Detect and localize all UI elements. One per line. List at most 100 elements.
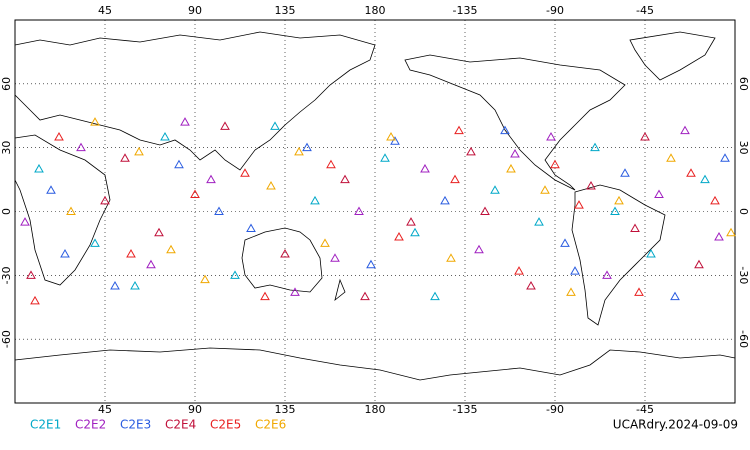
point [126, 249, 136, 258]
point [134, 146, 144, 156]
point [310, 195, 320, 205]
point [390, 136, 400, 145]
point [180, 117, 190, 126]
point [340, 174, 350, 184]
point [602, 270, 612, 279]
point [294, 146, 304, 156]
point [654, 189, 664, 198]
point [574, 200, 584, 209]
point [290, 287, 300, 296]
point [240, 168, 250, 177]
point [66, 206, 76, 215]
point [506, 163, 516, 173]
y-tick-label-left: -30 [0, 266, 13, 284]
point [466, 146, 476, 156]
x-tick-label-bottom: 135 [275, 403, 296, 416]
point [454, 125, 464, 135]
legend-entry: C2E5 [210, 418, 241, 432]
point [366, 259, 376, 269]
point [154, 227, 164, 237]
x-tick-label-top: 180 [365, 4, 386, 17]
point [330, 253, 340, 262]
x-tick-label-bottom: 90 [188, 403, 202, 416]
y-tick-label-left: 60 [0, 77, 13, 91]
point [450, 174, 460, 184]
point [480, 206, 490, 215]
point [550, 159, 560, 169]
point [266, 180, 276, 190]
point [54, 132, 64, 141]
point [380, 153, 390, 162]
point [570, 266, 580, 275]
x-tick-label-bottom: -45 [636, 403, 654, 416]
point [166, 244, 176, 254]
point [566, 287, 576, 296]
legend-entry: C2E6 [255, 418, 286, 432]
point [246, 223, 256, 233]
x-tick-label-top: -45 [636, 4, 654, 17]
x-tick-label-bottom: -90 [546, 403, 564, 416]
point [280, 249, 290, 258]
point [666, 153, 676, 162]
x-tick-label-top: -135 [453, 4, 478, 17]
point [174, 159, 184, 169]
x-tick-label-bottom: 180 [365, 403, 386, 416]
legend-entry: C2E2 [75, 418, 106, 432]
point [270, 121, 280, 130]
point [526, 280, 536, 290]
point [200, 274, 210, 284]
y-tick-label-right: 30 [737, 141, 750, 155]
point [440, 195, 450, 205]
point [586, 180, 596, 190]
y-tick-label-left: -60 [0, 330, 13, 348]
y-tick-label-right: 0 [737, 208, 750, 215]
point [490, 185, 500, 194]
point [710, 195, 720, 205]
point [220, 121, 230, 130]
x-tick-label-top: -90 [546, 4, 564, 17]
point [694, 259, 704, 269]
point [130, 280, 140, 290]
point [620, 168, 630, 177]
point [700, 174, 710, 184]
point [34, 163, 44, 173]
x-tick-label-bottom: 45 [98, 403, 112, 416]
point [190, 189, 200, 198]
point [320, 238, 330, 247]
point [90, 117, 100, 126]
point [326, 159, 336, 169]
point [646, 249, 656, 258]
y-tick-label-left: 30 [0, 141, 13, 155]
point [230, 270, 240, 279]
point [30, 295, 40, 305]
y-tick-label-right: -60 [737, 330, 750, 348]
point [90, 238, 100, 247]
point [260, 291, 270, 301]
point [540, 185, 550, 194]
point [302, 142, 312, 152]
x-tick-label-top: 45 [98, 4, 112, 17]
point [474, 244, 484, 254]
point [420, 163, 430, 173]
point [714, 232, 724, 241]
point [534, 217, 544, 226]
point [514, 266, 524, 275]
point [406, 217, 416, 226]
point [686, 168, 696, 177]
y-tick-label-left: 0 [0, 208, 13, 215]
point [590, 142, 600, 152]
point [500, 125, 510, 135]
dataset-label: UCARdry.2024-09-09 [613, 418, 738, 432]
point [146, 259, 156, 269]
legend: C2E1 C2E2 C2E3 C2E4 C2E5 C2E6 [30, 418, 286, 432]
legend-entry: C2E3 [120, 418, 151, 432]
point [386, 132, 396, 141]
point [546, 132, 556, 141]
point [634, 287, 644, 296]
point [100, 195, 110, 205]
point [26, 270, 36, 279]
point [76, 142, 86, 152]
point [354, 206, 364, 215]
point [214, 206, 224, 215]
